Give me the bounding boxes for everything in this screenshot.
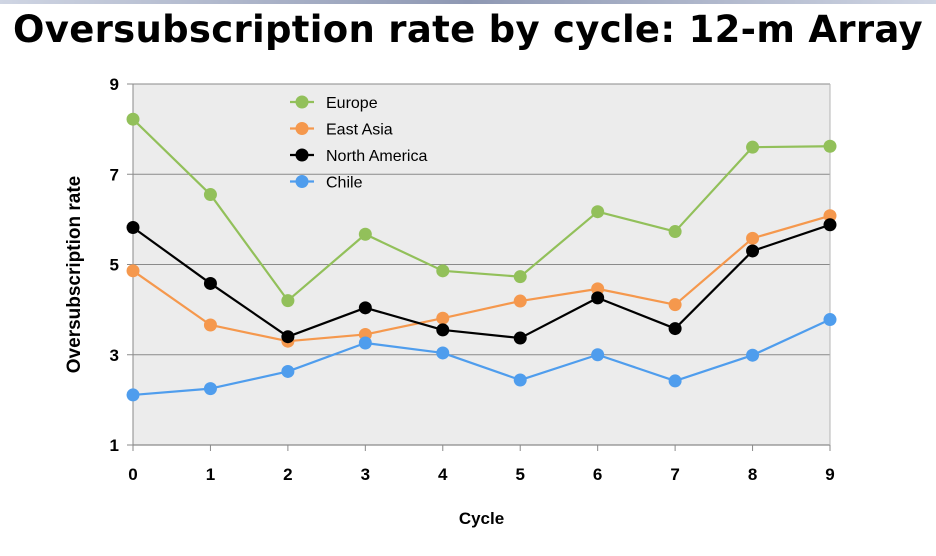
legend-item-chile: Chile: [290, 175, 363, 192]
data-point-chile: [358, 336, 372, 350]
data-point-north-america: [126, 220, 140, 234]
data-point-east-asia: [591, 282, 605, 296]
x-tick-label: 7: [670, 465, 679, 484]
data-point-europe: [281, 294, 295, 308]
data-point-north-america: [358, 301, 372, 315]
data-point-north-america: [746, 244, 760, 258]
legend-swatch-marker: [295, 148, 309, 162]
data-point-chile: [823, 313, 837, 327]
legend-swatch-marker: [295, 122, 309, 135]
x-axis-title: Cycle: [459, 509, 504, 528]
series-line-north-america: [132, 223, 831, 340]
y-tick-label: 5: [110, 256, 119, 275]
y-tick-label: 7: [110, 165, 119, 184]
data-point-east-asia: [823, 209, 837, 223]
data-point-east-asia: [203, 318, 217, 332]
series-line-east-asia: [132, 214, 831, 343]
data-point-europe: [126, 112, 140, 126]
data-point-europe: [203, 188, 217, 202]
legend-swatch-marker: [295, 175, 309, 188]
series-chile: [126, 313, 837, 402]
data-point-north-america: [591, 291, 605, 305]
data-point-north-america: [513, 331, 527, 345]
data-point-east-asia: [126, 264, 140, 278]
legend-label: North America: [326, 148, 427, 165]
x-tick-label: 5: [515, 465, 524, 484]
x-tick-label: 8: [748, 465, 757, 484]
data-point-europe: [591, 205, 605, 219]
legend: Europe East Asia North America Chile: [290, 95, 427, 192]
legend-label: Europe: [326, 95, 378, 112]
data-point-europe: [823, 139, 837, 153]
series-line-chile: [132, 318, 831, 397]
y-tick-label: 9: [110, 75, 119, 94]
data-point-europe: [358, 227, 372, 241]
x-tick-label: 6: [593, 465, 602, 484]
series-layer: [126, 112, 837, 402]
data-point-east-asia: [746, 231, 760, 245]
series-europe: [126, 112, 837, 308]
data-point-chile: [591, 348, 605, 362]
legend-swatch-marker: [295, 95, 309, 109]
data-point-chile: [126, 388, 140, 402]
y-axis-title: Oversubscription rate: [64, 176, 85, 373]
gridlines: [133, 83, 830, 356]
data-point-east-asia: [513, 294, 527, 308]
legend-item-europe: Europe: [290, 95, 378, 112]
x-tick-label: 3: [361, 465, 370, 484]
data-point-chile: [668, 374, 682, 388]
series-north-america: [126, 218, 837, 345]
x-tick-label: 9: [825, 465, 834, 484]
data-point-north-america: [668, 322, 682, 336]
x-tick-label: 0: [128, 465, 137, 484]
data-point-east-asia: [668, 298, 682, 312]
x-tick-label: 1: [206, 465, 215, 484]
data-point-east-asia: [436, 311, 450, 325]
y-tick-label: 3: [110, 346, 119, 365]
series-line-europe: [132, 118, 831, 302]
data-point-europe: [668, 225, 682, 239]
data-point-chile: [746, 348, 760, 362]
data-point-north-america: [203, 276, 217, 290]
data-point-europe: [513, 270, 527, 284]
data-point-chile: [513, 373, 527, 387]
chart-title: Oversubscription rate by cycle: 12-m Arr…: [13, 8, 923, 51]
data-point-europe: [436, 264, 450, 278]
data-point-north-america: [436, 323, 450, 337]
top-rule: [0, 0, 936, 4]
legend-label: Chile: [326, 175, 363, 192]
legend-item-north-america: North America: [290, 148, 427, 165]
legend-label: East Asia: [326, 122, 393, 139]
x-tick-label: 2: [283, 465, 292, 484]
data-point-europe: [746, 140, 760, 154]
data-point-chile: [281, 364, 295, 378]
x-tick-label: 4: [438, 465, 448, 484]
legend-item-east-asia: East Asia: [290, 122, 393, 139]
y-tick-label: 1: [110, 436, 119, 455]
data-point-chile: [436, 346, 450, 360]
data-point-north-america: [281, 330, 295, 344]
data-point-chile: [203, 382, 217, 396]
data-point-north-america: [823, 218, 837, 232]
